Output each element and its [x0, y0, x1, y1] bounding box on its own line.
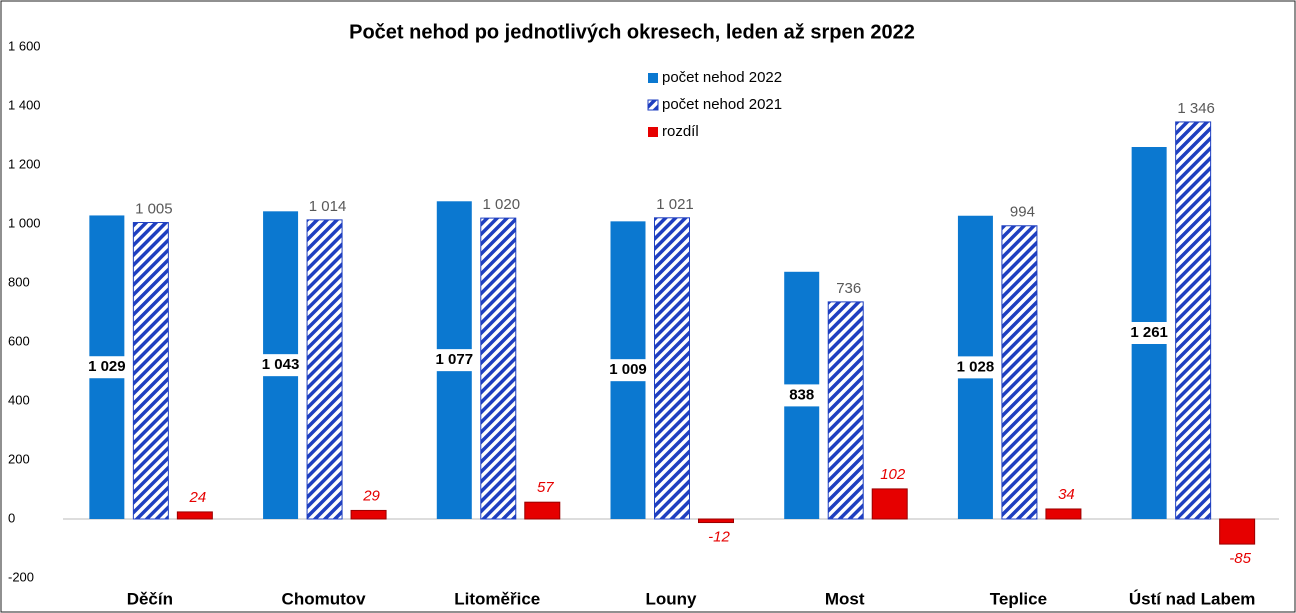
label-bg [79, 356, 134, 379]
bar [1045, 508, 1082, 520]
label-bg [253, 354, 308, 377]
x-tick-label: Louny [646, 589, 698, 608]
data-label: 994 [1010, 204, 1035, 221]
chart-title: Počet nehod po jednotlivých okresech, le… [349, 21, 915, 43]
data-label: 34 [1058, 486, 1075, 503]
label-bg [774, 384, 829, 407]
bar [1219, 518, 1256, 545]
legend-swatch [648, 127, 658, 137]
data-label: 1 261 [1130, 324, 1168, 341]
data-label: 1 021 [656, 196, 694, 213]
data-label: 838 [789, 386, 814, 403]
bar [132, 222, 169, 520]
data-label: 1 020 [483, 196, 521, 213]
x-tick-label: Most [825, 589, 865, 608]
legend-label: rozdíl [662, 123, 699, 140]
data-label: 57 [537, 479, 554, 496]
x-tick-label: Děčín [127, 589, 173, 608]
legend-swatch [648, 73, 658, 83]
label-bg [948, 356, 1003, 379]
bar [871, 488, 908, 520]
data-label: 1 346 [1177, 100, 1215, 117]
y-tick-label: 1 000 [8, 215, 41, 230]
y-tick-label: 600 [8, 333, 30, 348]
bar [1001, 225, 1038, 520]
bar [480, 217, 517, 520]
bar [698, 518, 734, 524]
x-tick-label: Litoměřice [454, 589, 540, 608]
y-tick-label: 400 [8, 392, 30, 407]
y-tick-label: -200 [8, 569, 34, 584]
data-label: 24 [189, 489, 207, 506]
data-label: 102 [880, 466, 906, 483]
legend-label: počet nehod 2022 [662, 69, 782, 86]
data-label: 29 [362, 487, 380, 504]
y-tick-label: 800 [8, 274, 30, 289]
x-tick-label: Chomutov [282, 589, 367, 608]
y-tick-label: 1 400 [8, 97, 41, 112]
y-tick-label: 1 600 [8, 38, 41, 53]
y-tick-label: 0 [8, 510, 15, 525]
data-label: 736 [836, 280, 861, 297]
legend-swatch [647, 99, 659, 111]
y-tick-label: 200 [8, 451, 30, 466]
legend-label: počet nehod 2021 [662, 96, 782, 113]
label-bg [1122, 322, 1177, 345]
data-label: 1 043 [262, 356, 300, 373]
bar [1175, 121, 1212, 520]
bar [306, 219, 343, 520]
bar [827, 301, 864, 520]
data-label: 1 005 [135, 200, 173, 217]
label-bg [427, 349, 482, 372]
bar [176, 511, 213, 520]
data-label: -12 [708, 529, 730, 546]
data-label: 1 029 [88, 358, 126, 375]
data-label: 1 028 [957, 358, 995, 375]
y-tick-label: 1 200 [8, 156, 41, 171]
data-label: 1 014 [309, 198, 347, 215]
bar [524, 501, 561, 520]
bar [654, 217, 690, 520]
x-tick-label: Ústí nad Labem [1129, 589, 1256, 608]
data-label: 1 077 [436, 351, 474, 368]
x-tick-label: Teplice [990, 589, 1047, 608]
label-bg [601, 359, 655, 382]
bar [350, 509, 387, 520]
data-label: 1 009 [609, 361, 647, 378]
data-label: -85 [1229, 550, 1251, 567]
